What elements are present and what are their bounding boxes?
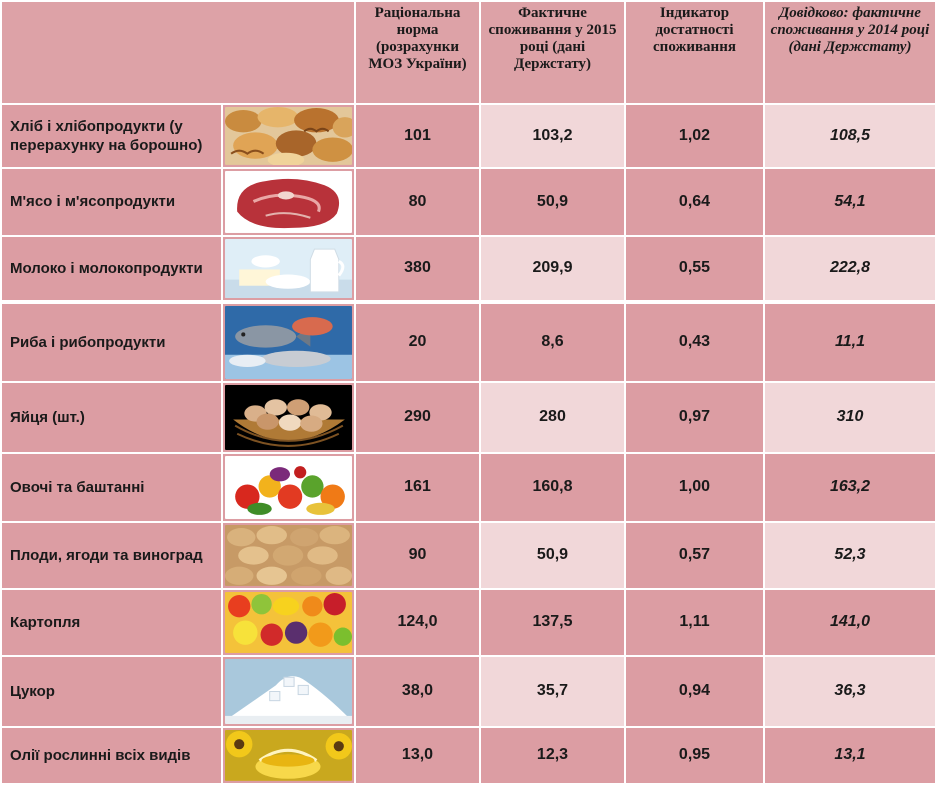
bread-image	[225, 107, 352, 165]
vegetables-image	[225, 455, 352, 519]
actual-value: 8,6	[479, 299, 626, 383]
table-row: Молоко і молокопродукти 380 209,9 0,55 2…	[0, 234, 935, 303]
norm-value: 101	[354, 103, 481, 169]
reference-value: 36,3	[763, 654, 935, 728]
reference-value: 310	[763, 380, 935, 454]
product-image-cell	[221, 451, 356, 523]
product-image-cell	[221, 587, 356, 657]
header-empty-cell	[0, 0, 356, 105]
product-name: Молоко і молокопродукти	[0, 234, 223, 303]
norm-value: 13,0	[354, 725, 481, 785]
indicator-value: 1,11	[624, 587, 765, 657]
norm-value: 80	[354, 166, 481, 237]
indicator-value: 1,02	[624, 103, 765, 169]
reference-value: 222,8	[763, 234, 935, 303]
product-image-cell	[221, 380, 356, 454]
reference-value: 54,1	[763, 166, 935, 237]
norm-value: 38,0	[354, 654, 481, 728]
actual-value: 160,8	[479, 451, 626, 523]
indicator-value: 0,57	[624, 520, 765, 590]
actual-value: 137,5	[479, 587, 626, 657]
table-row: Олії рослинні всіх видів 13,0 12,3 0,95 …	[0, 725, 935, 785]
table-row: Хліб і хлібопродукти (у перерахунку на б…	[0, 103, 935, 169]
product-image-cell	[221, 654, 356, 728]
indicator-value: 0,43	[624, 299, 765, 383]
eggs-image	[225, 384, 352, 450]
fruits-image	[225, 591, 352, 653]
table-row: Риба і рибопродукти 20 8,6 0,43 11,1	[0, 299, 935, 383]
product-image-cell	[221, 725, 356, 785]
header-row: Раціональна норма (розрахунки МОЗ Україн…	[0, 0, 935, 105]
norm-value: 290	[354, 380, 481, 454]
reference-value: 52,3	[763, 520, 935, 590]
reference-value: 11,1	[763, 299, 935, 383]
sugar-image	[225, 658, 352, 724]
norm-value: 124,0	[354, 587, 481, 657]
product-name: М'ясо і м'ясопродукти	[0, 166, 223, 237]
indicator-value: 0,95	[624, 725, 765, 785]
reference-value: 108,5	[763, 103, 935, 169]
product-image-cell	[221, 234, 356, 303]
milk-image	[225, 238, 352, 298]
norm-value: 20	[354, 299, 481, 383]
oil-image	[225, 729, 352, 781]
fish-image	[225, 305, 352, 379]
product-name: Плоди, ягоди та виноград	[0, 520, 223, 590]
header-reference-2014: Довідково: фактичне споживання у 2014 ро…	[763, 0, 935, 105]
meat-image	[225, 170, 352, 233]
product-image-cell	[221, 299, 356, 383]
table-row: Картопля 124,0 137,5 1,11	[0, 587, 935, 657]
actual-value: 280	[479, 380, 626, 454]
product-image-cell	[221, 166, 356, 237]
norm-value: 161	[354, 451, 481, 523]
actual-value: 12,3	[479, 725, 626, 785]
norm-value: 380	[354, 234, 481, 303]
indicator-value: 0,55	[624, 234, 765, 303]
header-norm: Раціональна норма (розрахунки МОЗ Україн…	[354, 0, 481, 105]
product-name: Хліб і хлібопродукти (у перерахунку на б…	[0, 103, 223, 169]
header-indicator: Індикатор достатності споживання	[624, 0, 765, 105]
product-image-cell	[221, 520, 356, 590]
reference-value: 163,2	[763, 451, 935, 523]
header-actual-2015: Фактичне споживання у 2015 році (дані Де…	[479, 0, 626, 105]
product-name: Олії рослинні всіх видів	[0, 725, 223, 785]
indicator-value: 0,94	[624, 654, 765, 728]
reference-value: 141,0	[763, 587, 935, 657]
actual-value: 35,7	[479, 654, 626, 728]
table-row: Овочі та баштанні 161 160,8 1,00 1	[0, 451, 935, 523]
product-name: Яйця (шт.)	[0, 380, 223, 454]
norm-value: 90	[354, 520, 481, 590]
table-row: Яйця (шт.) 290 280 0,97	[0, 380, 935, 454]
actual-value: 103,2	[479, 103, 626, 169]
indicator-value: 0,64	[624, 166, 765, 237]
actual-value: 209,9	[479, 234, 626, 303]
table-row: М'ясо і м'ясопродукти 80 50,9 0,64 54,1	[0, 166, 935, 237]
potatoes-image	[225, 524, 352, 586]
product-name: Картопля	[0, 587, 223, 657]
indicator-value: 1,00	[624, 451, 765, 523]
reference-value: 13,1	[763, 725, 935, 785]
product-name: Цукор	[0, 654, 223, 728]
actual-value: 50,9	[479, 520, 626, 590]
product-name: Риба і рибопродукти	[0, 299, 223, 383]
product-image-cell	[221, 103, 356, 169]
table-row: Плоди, ягоди та виноград 90	[0, 520, 935, 590]
product-name: Овочі та баштанні	[0, 451, 223, 523]
table-row: Цукор 38,0 35,7 0,94 36,3	[0, 654, 935, 728]
indicator-value: 0,97	[624, 380, 765, 454]
actual-value: 50,9	[479, 166, 626, 237]
